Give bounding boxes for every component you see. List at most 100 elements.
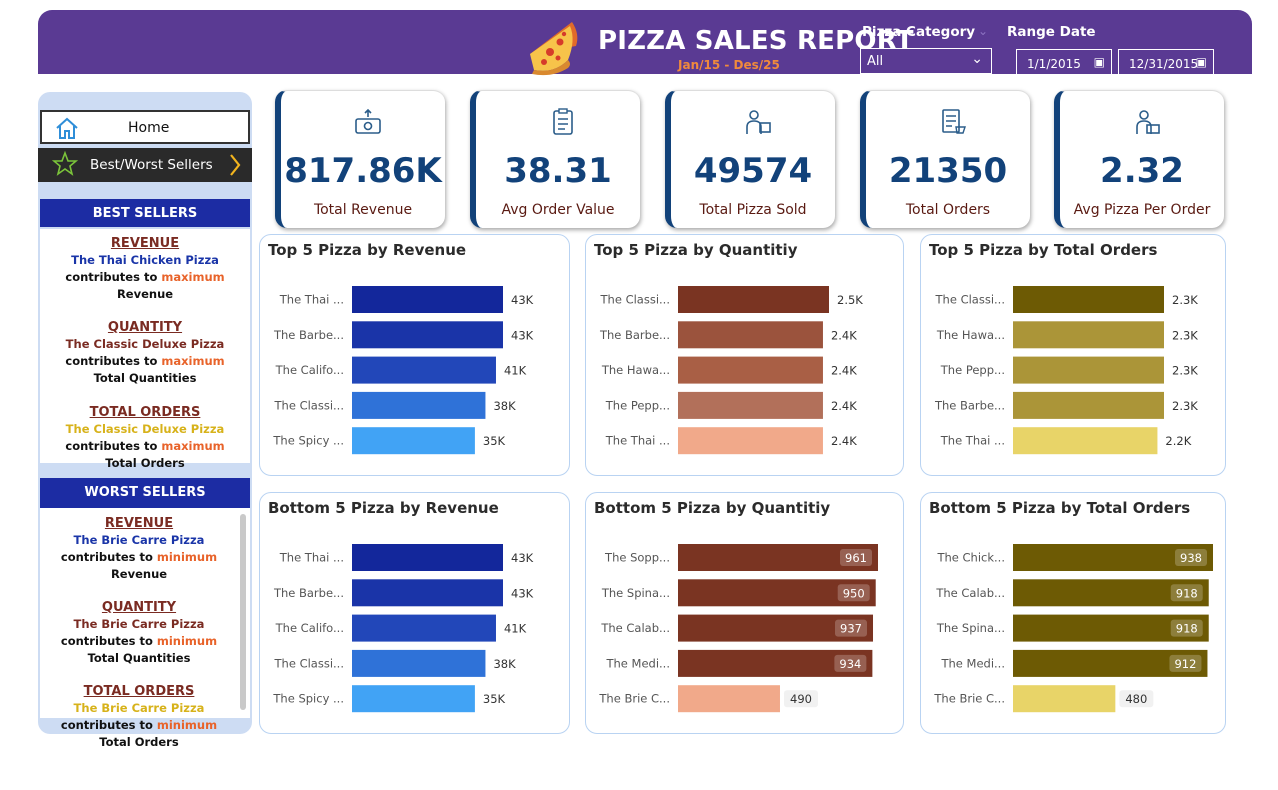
bar-category-label: The Spicy ... — [272, 692, 344, 706]
delivery-icon — [746, 110, 771, 134]
bar[interactable] — [1013, 579, 1209, 607]
kpi-total-pizza-sold: 49574 Total Pizza Sold — [665, 90, 835, 228]
kpi-value: 38.31 — [504, 151, 612, 191]
data-label-badge — [840, 549, 872, 566]
bar-category-label: The Classi... — [600, 293, 670, 307]
worst-quantity-text: The Brie Carre Pizza contributes to mini… — [60, 617, 218, 665]
bar-value-label: 912 — [1174, 657, 1196, 671]
bar[interactable] — [678, 614, 874, 642]
bar-category-label: The Barbe... — [599, 328, 670, 342]
bar-value-label: 937 — [840, 622, 862, 636]
bar-category-label: The Barbe... — [273, 586, 344, 600]
bar[interactable] — [1013, 391, 1164, 419]
best-orders-title: TOTAL ORDERS — [89, 405, 201, 420]
worst-sellers-scrollbar[interactable] — [240, 514, 246, 710]
pizza-category-value: All — [867, 54, 884, 69]
bar-category-label: The Medi... — [940, 656, 1005, 670]
chevron-right-icon — [230, 154, 241, 176]
data-label-badge — [1175, 549, 1207, 566]
date-end-input[interactable]: 12/31/2015 ▣ — [1118, 49, 1214, 78]
bar[interactable] — [678, 286, 829, 313]
best-sellers-panel: REVENUE The Thai Chicken Pizza contribut… — [40, 229, 250, 470]
bar-category-label: The Calab... — [935, 586, 1005, 600]
bar-category-label: The Sopp... — [604, 551, 670, 565]
bar[interactable] — [352, 685, 475, 713]
top5-quantity-bars: The Classi... 2.5K The Barbe... 2.4K The Haw… — [599, 286, 863, 455]
bar[interactable] — [352, 286, 503, 313]
bar-value-label: 2.5K — [837, 293, 863, 307]
bar[interactable] — [352, 356, 496, 384]
bar-category-label: The Classi... — [935, 293, 1005, 307]
bar-category-label: The Calab... — [600, 621, 670, 635]
bar[interactable] — [352, 544, 503, 571]
pizza-slice-icon — [530, 22, 578, 76]
bar[interactable] — [678, 427, 823, 455]
bar-value-label: 2.3K — [1172, 293, 1198, 307]
bar[interactable] — [1013, 321, 1164, 349]
bar[interactable] — [678, 321, 823, 349]
bar[interactable] — [352, 614, 496, 642]
data-label-badge — [1119, 690, 1154, 708]
bar[interactable] — [1013, 286, 1164, 313]
best-worst-sellers-button[interactable]: Best/Worst Sellers — [38, 148, 252, 182]
date-start-input[interactable]: 1/1/2015 ▣ — [1016, 49, 1112, 78]
bar[interactable] — [352, 427, 475, 455]
bar-category-label: The Hawa... — [601, 363, 670, 377]
bar-category-label: The Thai ... — [605, 434, 670, 448]
kpi-avg-pizza-per-order: 2.32 Avg Pizza Per Order — [1054, 90, 1224, 228]
bar-category-label: The Califo... — [275, 621, 344, 635]
bar-category-label: The Barbe... — [934, 398, 1005, 412]
bar-value-label: 43K — [511, 293, 534, 307]
report-subtitle: Jan/15 - Des/25 — [678, 58, 780, 72]
bar[interactable] — [1013, 544, 1213, 571]
bar-value-label: 38K — [493, 399, 516, 413]
bar-category-label: The Thai ... — [279, 551, 344, 565]
bar[interactable] — [352, 321, 503, 349]
best-sellers-heading: BEST SELLERS — [40, 199, 250, 227]
pizza-category-select[interactable]: All ⌄ — [860, 48, 992, 74]
bar-value-label: 41K — [504, 622, 527, 636]
bar[interactable] — [1013, 427, 1158, 455]
bar-value-label: 2.3K — [1172, 364, 1198, 378]
bar[interactable] — [678, 649, 873, 677]
chart-title: Bottom 5 Pizza by Revenue — [268, 499, 499, 517]
calendar-icon[interactable]: ▣ — [1093, 55, 1105, 69]
bar-value-label: 480 — [1125, 692, 1147, 706]
bar[interactable] — [678, 391, 823, 419]
bar[interactable] — [1013, 614, 1209, 642]
bar-category-label: The Spina... — [601, 586, 670, 600]
bar[interactable] — [678, 579, 876, 607]
delivery-person-icon — [1136, 110, 1160, 134]
calendar-icon[interactable]: ▣ — [1195, 55, 1207, 69]
home-label: Home — [128, 120, 170, 136]
chevron-down-icon: ⌄ — [971, 51, 983, 67]
bottom5-quantity-bars: The Sopp... 961 The Spina... 950 The Calab..… — [598, 544, 878, 713]
worst-revenue-title: REVENUE — [104, 516, 174, 531]
bar[interactable] — [678, 544, 878, 571]
chevron-down-icon[interactable]: ⌄ — [978, 24, 989, 38]
worst-sellers-heading: WORST SELLERS — [40, 478, 250, 508]
pizza-category-label: Pizza Category — [862, 24, 976, 40]
bar-value-label: 490 — [790, 692, 812, 706]
home-button[interactable]: Home — [40, 110, 250, 144]
bottom5-revenue-bars: The Thai ... 43K The Barbe... 43K The Califo… — [272, 544, 534, 713]
bar-value-label: 43K — [511, 551, 534, 565]
bar[interactable] — [1013, 685, 1116, 713]
bar[interactable] — [352, 579, 503, 607]
bar[interactable] — [1013, 649, 1208, 677]
top5-orders-bars: The Classi... 2.3K The Hawa... 2.3K The Pepp… — [934, 286, 1198, 455]
bar[interactable] — [678, 356, 823, 384]
bar[interactable] — [352, 649, 486, 677]
bar[interactable] — [678, 685, 780, 713]
best-quantity-title: QUANTITY — [107, 320, 183, 335]
kpi-label: Total Orders — [905, 202, 991, 218]
bar-category-label: The Pepp... — [605, 398, 670, 412]
date-start-value: 1/1/2015 — [1027, 57, 1081, 71]
best-worst-sellers-label: Best/Worst Sellers — [90, 157, 213, 173]
bar-value-label: 938 — [1180, 551, 1202, 565]
worst-orders-text: The Brie Carre Pizza contributes to mini… — [60, 701, 218, 749]
bar[interactable] — [352, 391, 486, 419]
sidebar: Home Best/Worst Sellers BEST SELLERS REV… — [38, 92, 252, 749]
bar[interactable] — [1013, 356, 1164, 384]
worst-sellers-panel: REVENUE The Brie Carre Pizza contributes… — [40, 508, 250, 749]
